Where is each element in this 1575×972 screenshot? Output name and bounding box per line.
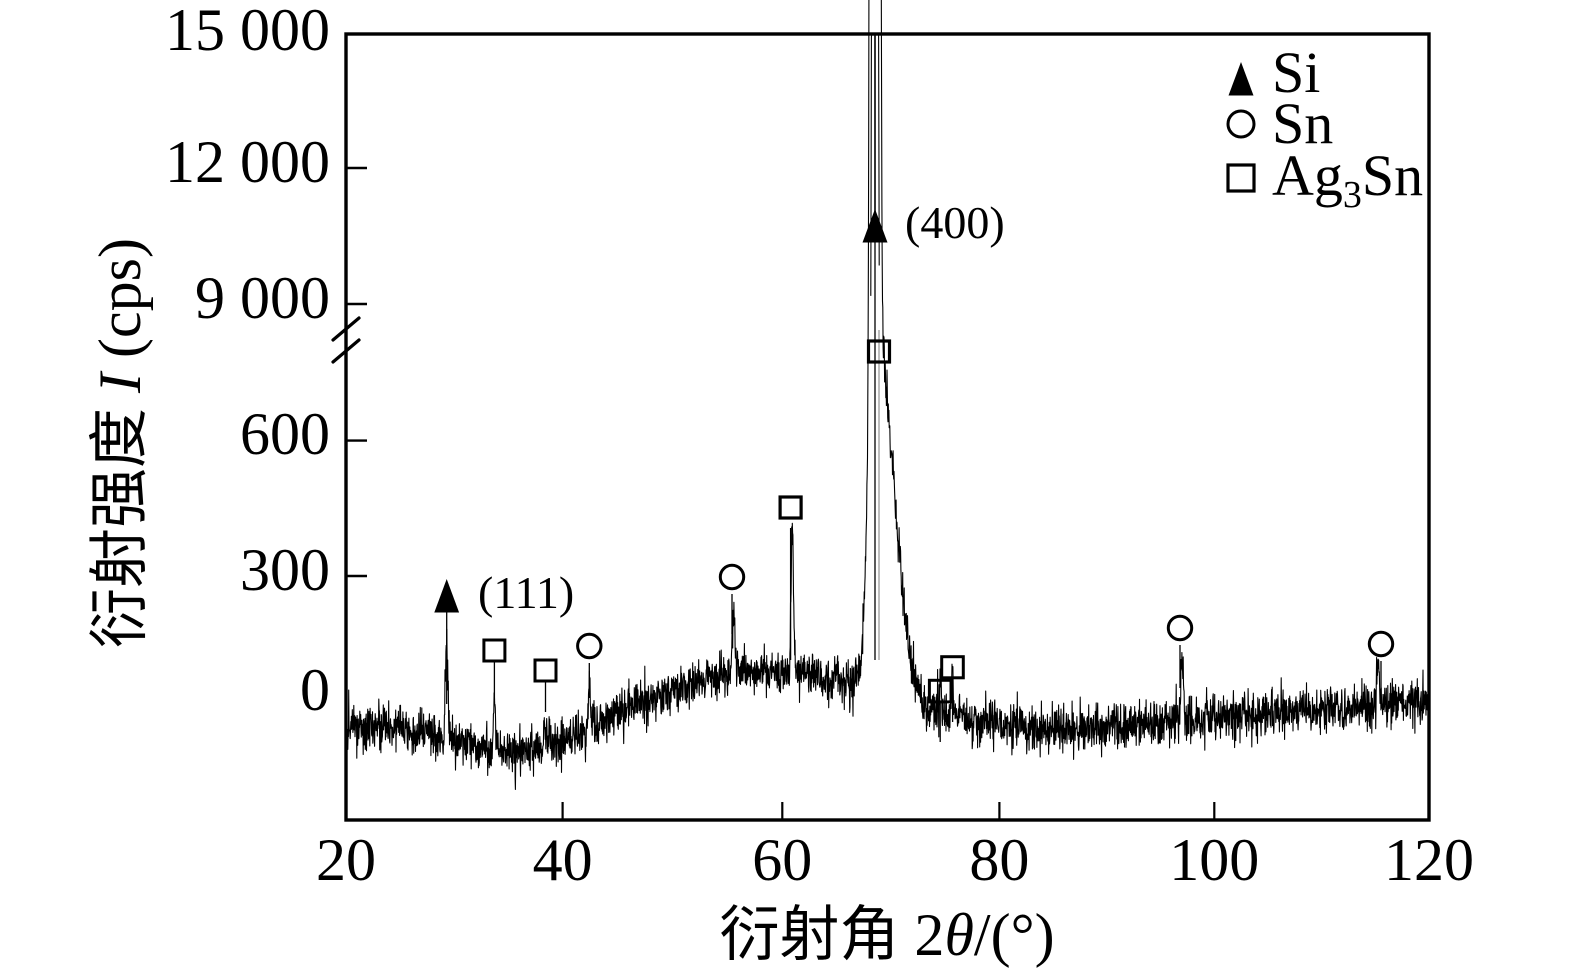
svg-text:20: 20 xyxy=(316,827,376,893)
svg-text:Ag3Sn: Ag3Sn xyxy=(1272,143,1423,216)
svg-text:9 000: 9 000 xyxy=(195,265,330,331)
svg-text:0: 0 xyxy=(300,657,330,723)
svg-text:60: 60 xyxy=(752,827,812,893)
svg-text:40: 40 xyxy=(533,827,593,893)
svg-text:300: 300 xyxy=(240,537,330,603)
svg-text:(400): (400) xyxy=(905,197,1005,248)
svg-text:衍射强度 I (cps): 衍射强度 I (cps) xyxy=(87,238,153,648)
svg-text:100: 100 xyxy=(1169,827,1259,893)
svg-text:衍射角 2θ/(°): 衍射角 2θ/(°) xyxy=(719,902,1054,968)
svg-text:15 000: 15 000 xyxy=(165,0,330,63)
svg-text:(111): (111) xyxy=(478,567,574,618)
svg-text:12 000: 12 000 xyxy=(165,129,330,195)
svg-text:80: 80 xyxy=(969,827,1029,893)
svg-text:600: 600 xyxy=(240,401,330,467)
svg-text:120: 120 xyxy=(1384,827,1474,893)
